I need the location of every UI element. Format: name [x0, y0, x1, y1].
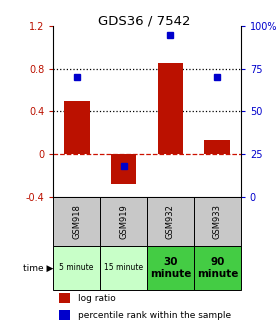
Bar [53, 246, 100, 290]
Bar [100, 197, 147, 246]
Bar [158, 63, 183, 154]
Text: percentile rank within the sample: percentile rank within the sample [78, 311, 231, 320]
Bar [59, 293, 70, 303]
Text: time ▶: time ▶ [23, 264, 53, 272]
Bar [204, 140, 230, 154]
Text: 30
minute: 30 minute [150, 257, 191, 279]
Bar [111, 154, 136, 184]
Text: GSM919: GSM919 [119, 204, 128, 239]
Text: GDS36 / 7542: GDS36 / 7542 [98, 15, 190, 28]
Text: GSM933: GSM933 [213, 204, 222, 239]
Text: GSM918: GSM918 [72, 204, 81, 239]
Bar [147, 197, 194, 246]
Text: GSM932: GSM932 [166, 204, 175, 239]
Bar [59, 310, 70, 320]
Bar [64, 101, 90, 154]
Text: log ratio: log ratio [78, 294, 115, 303]
Bar [53, 197, 100, 246]
Bar [147, 246, 194, 290]
Bar [194, 197, 241, 246]
Bar [100, 246, 147, 290]
Text: 15 minute: 15 minute [104, 264, 143, 272]
Bar [194, 246, 241, 290]
Text: 5 minute: 5 minute [59, 264, 94, 272]
Text: 90
minute: 90 minute [197, 257, 238, 279]
